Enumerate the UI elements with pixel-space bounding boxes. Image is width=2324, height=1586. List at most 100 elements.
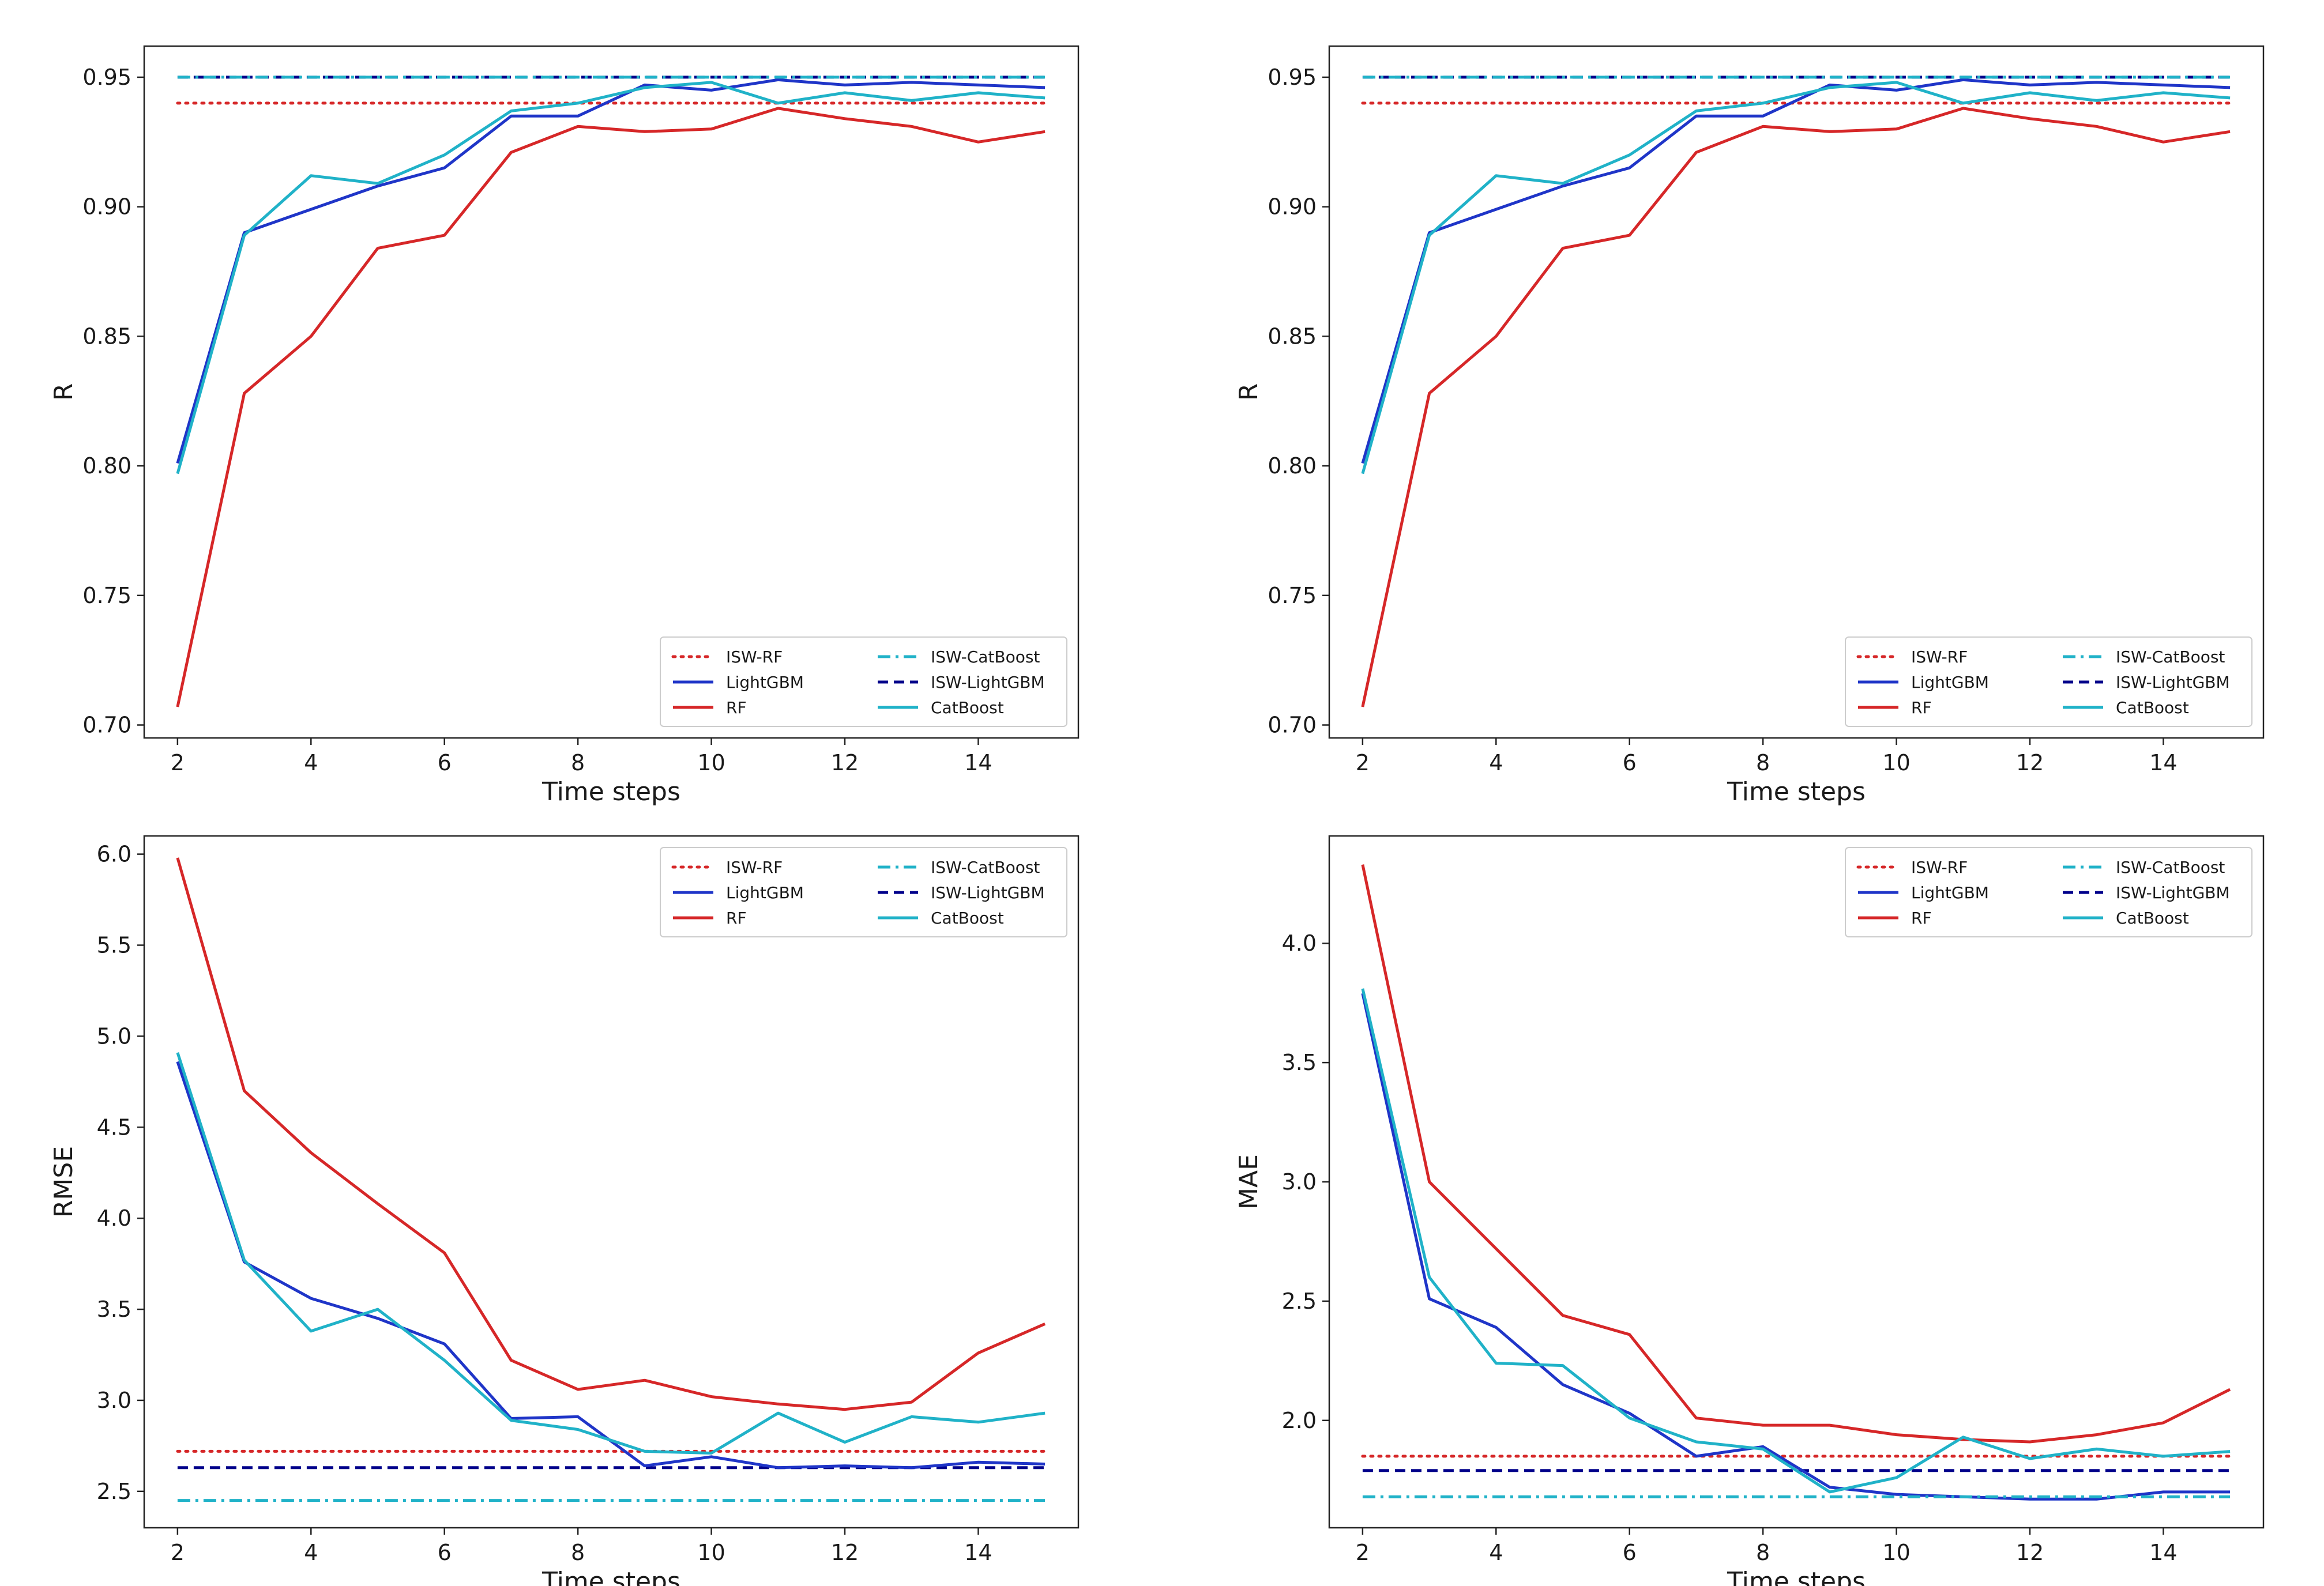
data-point [1428,1470,1431,1472]
x-tick-label: 10 [1882,1540,1910,1565]
legend-box [660,847,1067,937]
data-point [911,76,913,78]
data-point [1762,125,1764,127]
data-point [1896,1495,1898,1498]
data-point [1962,1470,1964,1472]
x-tick-label: 2 [171,1540,185,1565]
data-point [377,1450,379,1452]
data-point [1896,76,1898,78]
series-line [1361,993,2231,1501]
data-point [443,167,446,169]
data-point [443,234,446,236]
legend-label: RF [1911,698,1932,717]
data-point [1629,154,1631,156]
x-tick-label: 6 [1623,1540,1637,1565]
data-point [2029,76,2031,78]
data-point [977,1461,979,1463]
x-tick-label: 10 [697,750,725,775]
data-point [1629,1470,1631,1472]
data-point [1044,1323,1046,1325]
data-point [577,125,579,127]
data-point [777,1450,779,1452]
series-line [176,1052,1046,1455]
data-point [977,1450,979,1452]
data-point [2029,1470,2031,1472]
data-point [1562,247,1564,250]
data-point [1362,76,1364,78]
y-tick-label: 0.85 [1268,323,1317,349]
y-tick-label: 2.0 [1282,1408,1317,1433]
data-point [176,462,179,465]
data-point [443,1343,446,1345]
data-point [1362,864,1364,866]
x-tick-label: 2 [171,750,185,775]
data-point [844,118,846,120]
data-point [2029,1457,2031,1460]
data-point [1829,76,1831,78]
data-point [844,1441,846,1444]
data-point [911,1401,913,1403]
legend-label: RF [726,909,747,928]
data-point [1495,1248,1497,1250]
data-point [710,102,713,104]
data-point [2229,130,2231,133]
series-catboost [1361,81,2231,474]
y-tick-label: 5.0 [97,1023,131,1049]
legend-label: ISW-CatBoost [2116,858,2225,877]
data-point [377,1467,379,1469]
data-point [1896,1434,1898,1436]
series-rf [1361,864,2231,1444]
data-point [1044,97,1046,99]
data-point [1044,1412,1046,1414]
data-point [1829,84,1831,86]
data-point [710,1467,713,1469]
data-point [243,234,246,236]
data-point [1962,1436,1964,1438]
data-point [1495,1495,1497,1498]
legend-label: ISW-RF [1911,647,1968,666]
data-point [176,1052,179,1054]
data-point [310,1151,312,1154]
data-point [777,102,779,104]
plot-frame [143,45,1080,739]
data-point [977,1500,979,1502]
data-point [710,1500,713,1502]
data-point [2029,1495,2031,1498]
data-point [243,392,246,394]
plot-frame [1328,45,2265,739]
data-point [977,1467,979,1469]
data-point [577,102,579,104]
data-point [1428,234,1431,236]
x-tick-label: 12 [2016,750,2044,775]
data-point [2162,1422,2164,1424]
data-point [2029,1441,2031,1443]
legend: ISW-RF LightGBM RF ISW-CatBoost ISW-LightGBM… [660,847,1067,937]
data-point [443,1500,446,1502]
data-point [1495,76,1497,78]
data-point [176,1450,179,1452]
y-tick-label: 3.0 [1282,1169,1317,1195]
data-point [1362,462,1364,465]
data-point [2096,102,2098,104]
data-point [2229,97,2231,99]
data-point [1629,167,1631,169]
data-point [644,1465,646,1467]
data-point [1428,1495,1431,1498]
data-point [644,1500,646,1502]
y-tick-label: 0.70 [82,713,131,738]
y-tick-label: 0.75 [1268,583,1317,608]
data-point [1762,1448,1764,1450]
data-point [844,76,846,78]
data-point [1044,1450,1046,1452]
data-point [2229,1455,2231,1457]
data-point [2029,84,2031,86]
data-point [243,1500,246,1502]
data-point [510,110,512,112]
data-point [1896,1476,1898,1479]
data-point [2229,1451,2231,1453]
x-axis-label: Time steps [541,1567,680,1586]
data-point [1962,102,1964,104]
data-point [377,1317,379,1320]
data-point [1762,1424,1764,1426]
chart-svg: 2 4 6 8 10 12 14 2.0 2.5 3.0 3.5 4.0 Time steps MAE IS… [1234,835,2265,1586]
